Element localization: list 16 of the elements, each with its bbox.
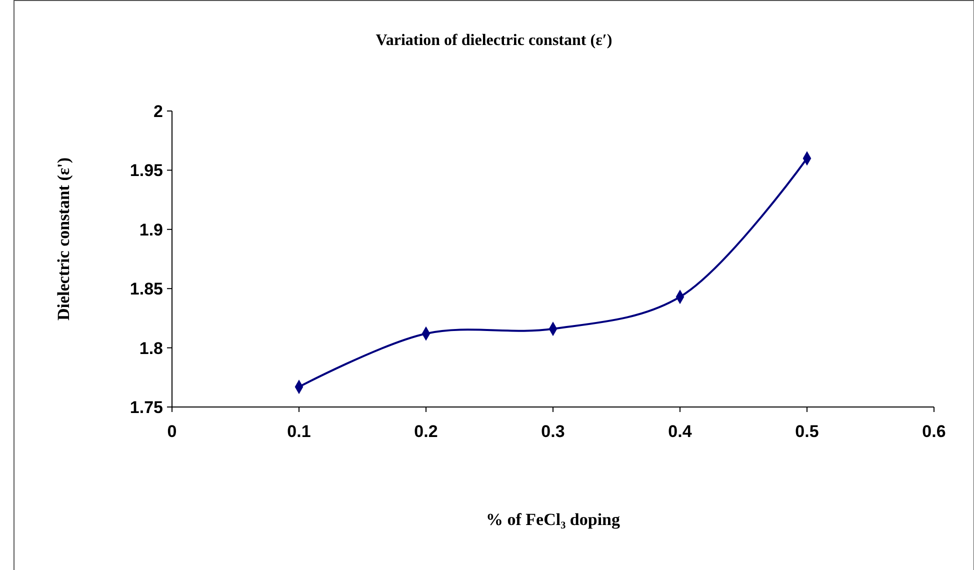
x-tick-label: 0.6 — [922, 422, 946, 441]
x-tick-label: 0.4 — [668, 422, 692, 441]
x-tick-label: 0 — [167, 422, 177, 441]
y-tick-label: 1.75 — [130, 398, 163, 417]
y-axis-title: Dielectric constant (ε') — [54, 157, 73, 321]
y-tick-label: 1.95 — [130, 161, 163, 180]
y-tick-label: 1.85 — [130, 280, 163, 299]
x-tick-label: 0.2 — [414, 422, 438, 441]
x-tick-label: 0.3 — [541, 422, 565, 441]
chart-title: Variation of dielectric constant (ε′) — [376, 32, 612, 49]
y-tick-label: 1.8 — [139, 338, 163, 358]
x-axis-title: % of FeCl₃ doping — [486, 510, 621, 529]
x-tick-label: 0.1 — [287, 422, 311, 441]
x-tick-label: 0.5 — [795, 422, 819, 441]
y-tick-label: 2 — [154, 102, 163, 121]
y-tick-label: 1.9 — [139, 220, 163, 240]
